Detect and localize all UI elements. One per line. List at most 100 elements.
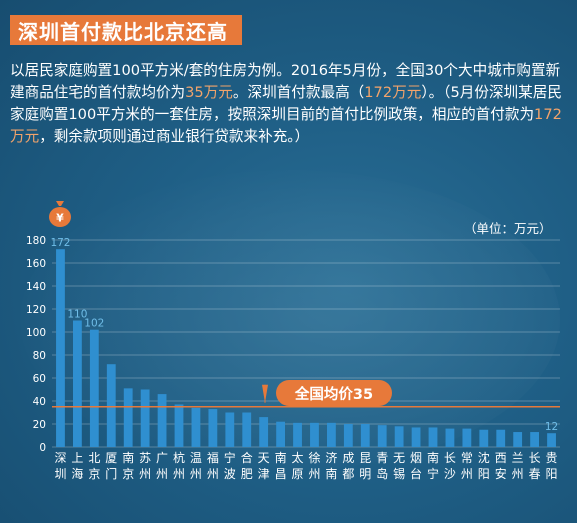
- x-tick-label: 京: [122, 467, 134, 481]
- y-tick-label: 160: [26, 258, 46, 270]
- bar: [326, 422, 336, 447]
- desc-highlight-max: 172万元: [364, 84, 422, 101]
- x-tick-label: 徐: [308, 450, 320, 465]
- average-callout: 全国均价35: [276, 380, 392, 406]
- x-tick-label: 北: [88, 451, 100, 465]
- desc-part-2: 。深圳首付款最高（: [232, 84, 365, 101]
- x-tick-label: 明: [359, 467, 371, 481]
- x-tick-label: 宁: [427, 466, 439, 481]
- x-tick-label: 长: [444, 451, 456, 465]
- bar: [428, 427, 438, 447]
- bar: [394, 426, 404, 447]
- bar: [377, 425, 387, 447]
- bar: [445, 428, 455, 447]
- svg-text:¥: ¥: [56, 212, 64, 225]
- x-tick-label: 安: [495, 466, 507, 481]
- bar: [411, 427, 421, 447]
- bar: [530, 432, 540, 447]
- x-tick-label: 津: [258, 467, 270, 481]
- x-tick-label: 沙: [444, 467, 456, 481]
- x-tick-label: 兰: [512, 451, 524, 465]
- x-tick-label: 烟: [410, 451, 422, 465]
- y-tick-label: 40: [33, 396, 46, 408]
- x-tick-label: 常: [461, 451, 473, 465]
- x-tick-label: 厦: [105, 451, 117, 465]
- bar: [89, 329, 99, 447]
- x-tick-label: 长: [529, 451, 541, 465]
- bar: [191, 407, 201, 447]
- x-tick-label: 肥: [241, 467, 253, 481]
- y-tick-label: 180: [26, 235, 46, 247]
- bar: [56, 249, 65, 447]
- desc-highlight-avg: 35万元: [185, 84, 233, 101]
- x-tick-label: 昌: [275, 467, 287, 481]
- description-text: 以居民家庭购置100平方米/套的住房为例。2016年5月份，全国30个大中城市购…: [10, 60, 570, 148]
- x-tick-label: 都: [342, 467, 354, 481]
- bar: [242, 412, 252, 447]
- bar: [276, 421, 286, 447]
- x-tick-label: 贵: [546, 451, 558, 465]
- bar: [225, 412, 235, 447]
- x-tick-label: 杭: [173, 450, 185, 465]
- data-label: 172: [50, 237, 70, 249]
- bar: [513, 432, 523, 447]
- x-tick-label: 州: [207, 467, 219, 481]
- x-tick-label: 岛: [376, 466, 388, 481]
- x-tick-label: 阳: [478, 467, 490, 481]
- desc-part-3: ）。（5月份深圳某居民家庭购置100平方米的一套住房，按照深圳目前的首付比例政策…: [10, 84, 562, 123]
- x-tick-label: 合: [241, 450, 253, 465]
- page-title: 深圳首付款比北京还高: [18, 19, 228, 44]
- bar: [496, 429, 506, 447]
- bar: [208, 409, 218, 447]
- x-tick-label: 南: [427, 450, 439, 465]
- bar: [360, 424, 370, 447]
- bar: [462, 428, 472, 447]
- x-tick-label: 济: [325, 450, 337, 465]
- x-tick-label: 台: [410, 466, 422, 481]
- x-tick-label: 沈: [478, 450, 490, 465]
- title-banner: 深圳首付款比北京还高: [10, 15, 242, 45]
- x-tick-label: 南: [275, 450, 287, 465]
- desc-part-1: 以居民家庭购置100平方米/套的住房为例。2016年5月份，全国30个大中城市购…: [10, 62, 561, 101]
- x-tick-label: 无: [393, 451, 405, 465]
- x-tick-label: 波: [224, 467, 236, 481]
- x-tick-label: 福: [207, 450, 219, 465]
- bar: [157, 394, 167, 447]
- bar: [174, 404, 184, 447]
- x-tick-label: 上: [71, 451, 83, 465]
- y-tick-label: 0: [39, 442, 46, 454]
- x-tick-label: 西: [495, 451, 507, 465]
- x-tick-label: 昆: [359, 451, 371, 465]
- money-bag-icon: ¥: [49, 201, 71, 227]
- x-tick-label: 州: [512, 467, 524, 481]
- x-tick-label: 锡: [393, 466, 405, 481]
- y-tick-label: 80: [33, 350, 46, 362]
- x-tick-label: 青: [376, 451, 388, 465]
- y-tick-label: 60: [33, 373, 46, 385]
- x-tick-label: 州: [156, 467, 168, 481]
- y-tick-label: 140: [26, 281, 46, 293]
- bar: [106, 364, 116, 447]
- data-label: 12: [545, 421, 558, 433]
- x-tick-label: 春: [529, 467, 541, 481]
- bar: [293, 422, 302, 447]
- x-tick-label: 海: [71, 466, 83, 481]
- bar: [479, 429, 489, 447]
- x-tick-label: 温: [190, 451, 202, 465]
- bar: [259, 417, 269, 447]
- desc-part-4: ，剩余款项则通过商业银行贷款来补充。）: [39, 128, 310, 145]
- bar: [72, 320, 82, 447]
- x-tick-label: 原: [292, 467, 304, 481]
- unit-label: （单位：万元）: [464, 221, 552, 236]
- x-tick-label: 州: [173, 467, 185, 481]
- y-tick-label: 120: [26, 304, 46, 316]
- desc-highlight-shenzhen: 172万元: [10, 106, 562, 145]
- x-tick-label: 宁: [224, 450, 236, 465]
- x-tick-label: 南: [325, 466, 337, 481]
- x-tick-label: 苏: [139, 451, 151, 465]
- bar: [343, 424, 353, 447]
- bar: [547, 433, 556, 447]
- x-tick-label: 州: [190, 467, 202, 481]
- x-tick-label: 门: [105, 466, 117, 481]
